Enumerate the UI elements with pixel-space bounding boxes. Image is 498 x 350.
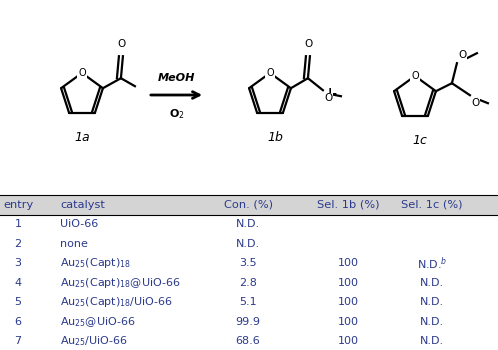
Text: Au$_{25}$(Capt)$_{18}$@UiO-66: Au$_{25}$(Capt)$_{18}$@UiO-66: [60, 276, 180, 290]
Text: entry: entry: [3, 200, 33, 210]
Text: N.D.: N.D.: [420, 317, 444, 327]
Text: Au$_{25}$/UiO-66: Au$_{25}$/UiO-66: [60, 334, 128, 348]
Text: UiO-66: UiO-66: [60, 219, 98, 229]
Text: 1b: 1b: [267, 131, 283, 144]
Text: 3.5: 3.5: [239, 258, 257, 268]
Text: 2: 2: [14, 239, 21, 249]
Text: O: O: [78, 68, 86, 78]
Text: Sel. 1c (%): Sel. 1c (%): [401, 200, 463, 210]
Text: O: O: [411, 71, 419, 81]
Text: N.D.$^{b}$: N.D.$^{b}$: [417, 255, 447, 272]
Text: N.D.: N.D.: [420, 297, 444, 307]
Text: none: none: [60, 239, 88, 249]
Text: 100: 100: [338, 258, 359, 268]
Text: 1: 1: [14, 219, 21, 229]
Text: O: O: [305, 39, 313, 49]
Text: 4: 4: [14, 278, 21, 288]
Text: 100: 100: [338, 278, 359, 288]
Text: 3: 3: [14, 258, 21, 268]
Text: N.D.: N.D.: [236, 239, 260, 249]
Text: 6: 6: [14, 317, 21, 327]
Text: O: O: [118, 39, 126, 49]
Text: 7: 7: [14, 336, 21, 346]
Text: O: O: [324, 93, 332, 103]
Text: Au$_{25}$(Capt)$_{18}$/UiO-66: Au$_{25}$(Capt)$_{18}$/UiO-66: [60, 295, 173, 309]
Text: +: +: [322, 85, 338, 105]
Text: O: O: [458, 50, 466, 60]
Text: 68.6: 68.6: [236, 336, 260, 346]
Text: N.D.: N.D.: [420, 278, 444, 288]
Text: N.D.: N.D.: [236, 219, 260, 229]
Text: Con. (%): Con. (%): [224, 200, 272, 210]
Text: O: O: [266, 68, 274, 78]
Text: O: O: [471, 98, 479, 108]
Text: 5: 5: [14, 297, 21, 307]
Text: 2.8: 2.8: [239, 278, 257, 288]
Bar: [0, 195, 498, 215]
Text: Au$_{25}$(Capt)$_{18}$: Au$_{25}$(Capt)$_{18}$: [60, 256, 131, 270]
Text: 100: 100: [338, 317, 359, 327]
Text: O$_2$: O$_2$: [169, 107, 184, 121]
Text: 99.9: 99.9: [236, 317, 260, 327]
Text: catalyst: catalyst: [60, 200, 105, 210]
Text: N.D.: N.D.: [420, 336, 444, 346]
Text: Au$_{25}$@UiO-66: Au$_{25}$@UiO-66: [60, 315, 135, 329]
Text: 1a: 1a: [74, 131, 90, 144]
Text: 1c: 1c: [412, 134, 427, 147]
Text: MeOH: MeOH: [158, 73, 195, 83]
Text: Sel. 1b (%): Sel. 1b (%): [317, 200, 379, 210]
Text: 5.1: 5.1: [239, 297, 257, 307]
Text: 100: 100: [338, 336, 359, 346]
Text: 100: 100: [338, 297, 359, 307]
